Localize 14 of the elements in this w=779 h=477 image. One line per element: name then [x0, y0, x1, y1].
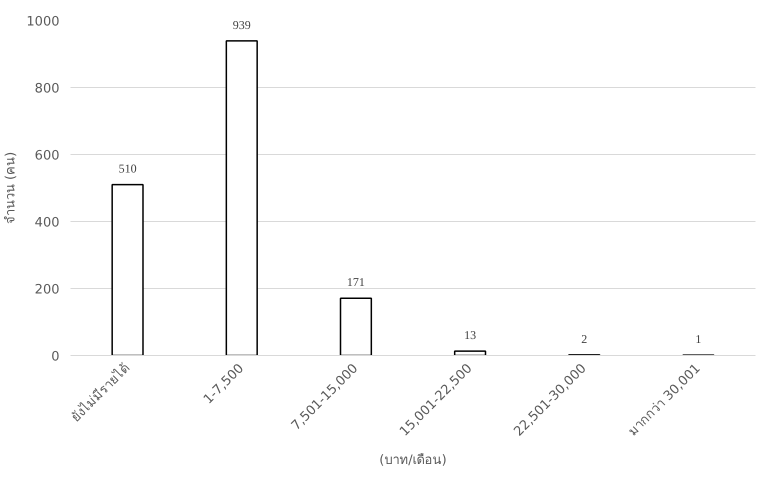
y-tick-label: 400 [34, 216, 60, 230]
data-label: 939 [232, 18, 251, 32]
y-tick-label: 800 [34, 82, 60, 96]
data-label: 510 [118, 162, 137, 176]
y-axis-title: จำนวน (คน) [3, 152, 18, 224]
data-label: 171 [346, 275, 365, 290]
y-tick-label: 1000 [26, 14, 60, 30]
x-axis-title: (บาท/เดือน) [379, 452, 447, 468]
data-label: 1 [695, 332, 702, 346]
data-label: 2 [581, 332, 588, 346]
y-tick-label: 200 [34, 282, 60, 298]
y-tick-label: 600 [34, 148, 60, 164]
data-label: 13 [464, 328, 476, 342]
y-tick-label: 0 [51, 350, 60, 364]
